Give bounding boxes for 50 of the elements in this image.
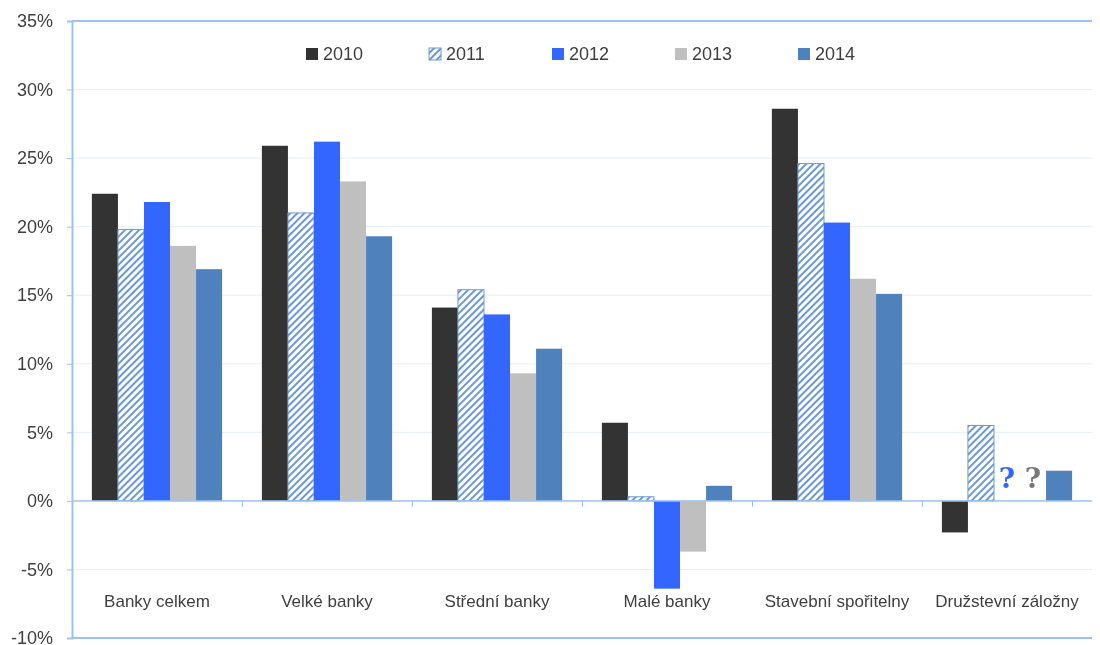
bar	[680, 500, 707, 552]
y-tick-label: 15%	[16, 285, 53, 306]
bar	[797, 163, 825, 502]
bar	[196, 269, 223, 501]
x-tick-label: Stavební spořitelny	[764, 592, 910, 612]
bar	[117, 228, 145, 502]
bar	[1046, 470, 1073, 501]
bar	[287, 212, 315, 502]
bar	[143, 201, 171, 501]
legend-label: 2011	[446, 44, 485, 64]
y-tick-label: -10%	[10, 628, 53, 645]
bar	[366, 236, 393, 501]
bar	[261, 145, 288, 501]
annotation: ?	[998, 461, 1016, 495]
bar	[850, 278, 877, 501]
bar	[340, 181, 367, 501]
y-tick-label: 5%	[26, 422, 53, 443]
bar	[483, 314, 511, 501]
x-tick-label: Družstevní záložny	[935, 592, 1080, 612]
bar	[536, 348, 563, 501]
y-tick-label: 30%	[16, 79, 53, 100]
y-tick-label: 10%	[16, 354, 53, 375]
bar	[91, 193, 118, 501]
y-tick-label: 20%	[16, 216, 53, 237]
bar	[876, 293, 903, 501]
bar	[431, 307, 458, 501]
annotation: ?	[1024, 461, 1042, 495]
y-tick-label: 25%	[16, 148, 53, 169]
y-tick-label: -5%	[20, 559, 53, 580]
bar	[706, 485, 733, 501]
bar	[967, 424, 995, 502]
bar	[601, 422, 628, 501]
x-tick-label: Střední banky	[444, 592, 550, 612]
bar	[313, 141, 341, 501]
x-tick-label: Malé banky	[623, 592, 711, 612]
bar	[771, 108, 798, 501]
legend-label: 2012	[569, 44, 610, 64]
y-tick-label: 35%	[16, 11, 53, 32]
bar	[823, 222, 851, 501]
x-tick-label: Banky celkem	[104, 592, 210, 612]
bar	[941, 500, 968, 533]
x-tick-label: Velké banky	[281, 592, 374, 612]
y-tick-label: 0%	[26, 491, 53, 512]
legend-label: 2013	[692, 44, 733, 64]
bar	[510, 373, 537, 501]
bar	[653, 500, 681, 589]
bar	[457, 289, 485, 502]
legend-label: 2010	[323, 44, 364, 64]
legend-label: 2014	[815, 44, 856, 64]
bar	[170, 245, 197, 501]
